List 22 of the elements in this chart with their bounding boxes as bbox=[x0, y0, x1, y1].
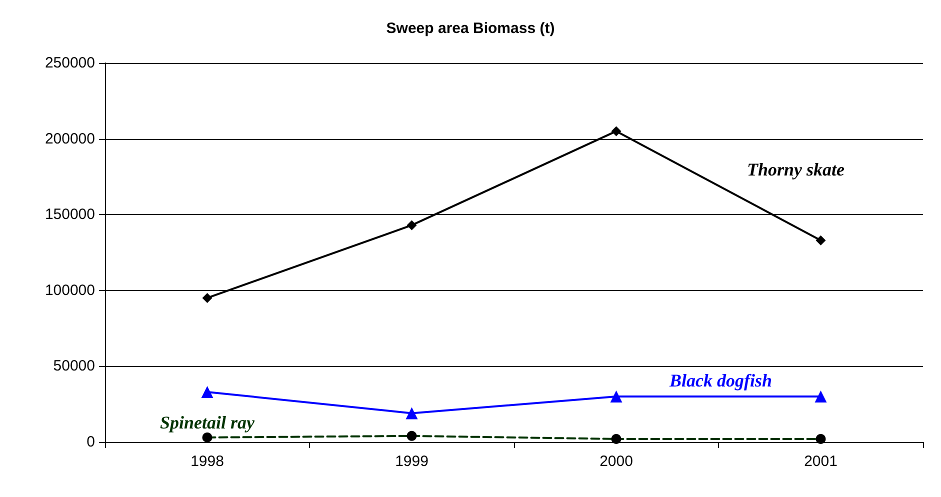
point bbox=[611, 126, 622, 136]
x-tick-label: 2000 bbox=[600, 453, 633, 470]
y-tick-label: 250000 bbox=[44, 54, 95, 72]
point bbox=[406, 407, 418, 420]
y-tick-label: 0 bbox=[86, 434, 95, 450]
point bbox=[610, 390, 622, 403]
point bbox=[201, 386, 214, 398]
point bbox=[814, 390, 827, 403]
point bbox=[406, 220, 417, 230]
chart-title: Sweep area Biomass (t) bbox=[386, 20, 555, 37]
point bbox=[202, 292, 212, 303]
x-tick-label: 2001 bbox=[804, 453, 838, 470]
y-tick-label: 200000 bbox=[44, 130, 95, 148]
series-label: Black dogfish bbox=[668, 370, 772, 391]
y-tick-label: 50000 bbox=[53, 358, 95, 375]
x-tick-label: 1999 bbox=[395, 453, 428, 470]
y-tick-label: 150000 bbox=[44, 206, 95, 224]
series-label: Spinetail ray bbox=[160, 412, 256, 432]
point bbox=[816, 235, 826, 246]
x-tick-label: 1998 bbox=[190, 453, 224, 470]
y-tick-label: 100000 bbox=[44, 282, 95, 299]
series-label: Thorny skate bbox=[746, 159, 845, 180]
